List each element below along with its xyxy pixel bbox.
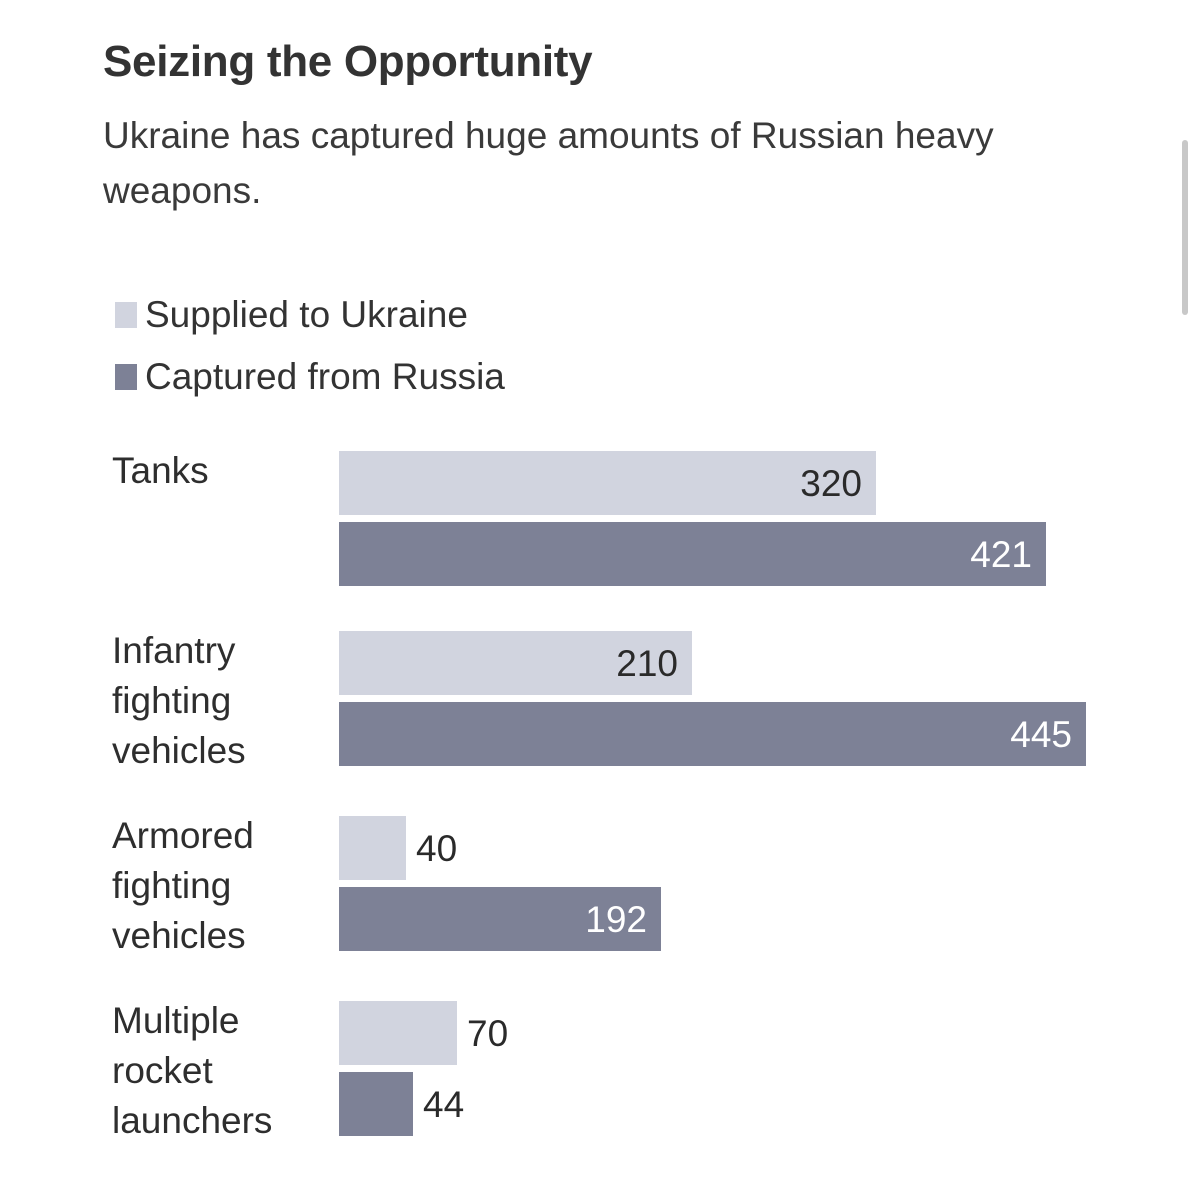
category-label: Armored fighting vehicles [112, 815, 254, 956]
bar-group-0: Tanks 320 421 [112, 450, 1046, 586]
bar-group-1: Infantry fighting vehicles 210 445 [112, 630, 1086, 771]
value-label: 445 [1010, 714, 1072, 755]
category-label-line: fighting [112, 865, 231, 906]
category-label-line: vehicles [112, 915, 246, 956]
category-label-line: fighting [112, 680, 231, 721]
category-label: Infantry fighting vehicles [112, 630, 246, 771]
bar-supplied [339, 816, 406, 880]
category-label-line: launchers [112, 1100, 272, 1141]
scrollbar[interactable] [1182, 140, 1188, 315]
bar-supplied [339, 1001, 457, 1065]
category-label-line: rocket [112, 1050, 213, 1091]
value-label: 192 [585, 899, 647, 940]
bar-supplied [339, 451, 876, 515]
bar-chart: Tanks 320 421 Infantry fighting vehicles 210 44… [0, 0, 1195, 1200]
category-label: Tanks [112, 450, 209, 491]
bar-captured [339, 522, 1046, 586]
value-label: 44 [423, 1084, 464, 1125]
bar-captured [339, 702, 1086, 766]
value-label: 210 [616, 643, 678, 684]
category-label: Multiple rocket launchers [112, 1000, 272, 1141]
value-label: 70 [467, 1013, 508, 1054]
category-label-line: Armored [112, 815, 254, 856]
bar-captured [339, 1072, 413, 1136]
value-label: 320 [800, 463, 862, 504]
category-label-line: Infantry [112, 630, 236, 671]
value-label: 421 [970, 534, 1032, 575]
category-label-line: vehicles [112, 730, 246, 771]
category-label-line: Tanks [112, 450, 209, 491]
value-label: 40 [416, 828, 457, 869]
category-label-line: Multiple [112, 1000, 240, 1041]
bar-group-2: Armored fighting vehicles 40 192 [112, 815, 661, 956]
